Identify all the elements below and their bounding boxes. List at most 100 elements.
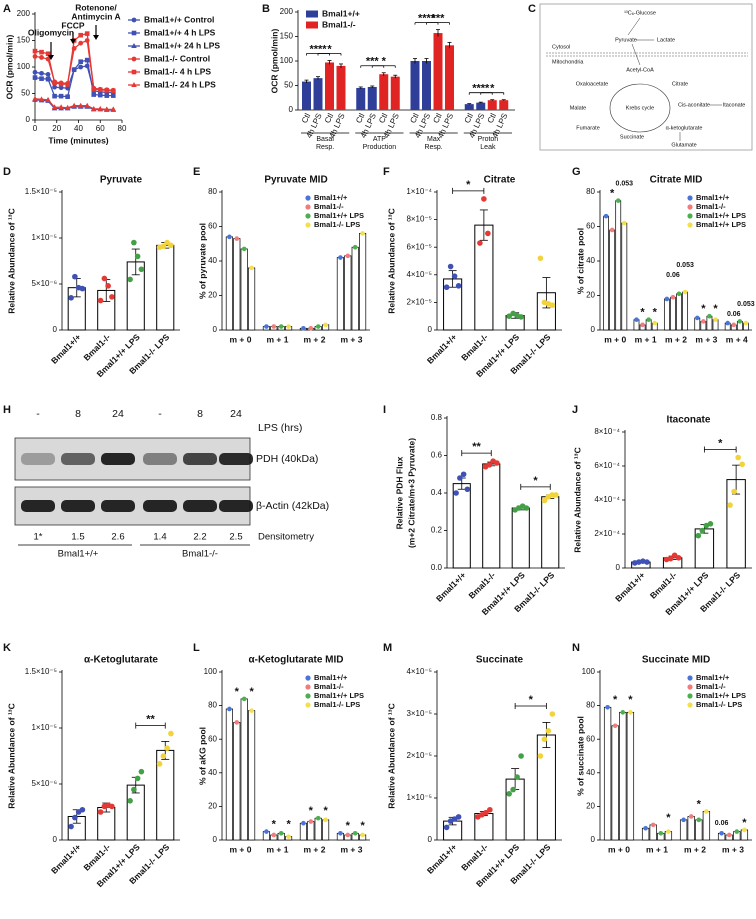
y-tick-label: 8×10⁻⁴ [594, 427, 620, 436]
bar [511, 507, 530, 569]
x-tick-label: Bmal1+/+ [425, 332, 459, 366]
x-tick-label: m + 1 [646, 844, 668, 854]
marker [131, 30, 137, 36]
data-point [156, 761, 163, 767]
data-point [494, 460, 500, 466]
data-point [338, 830, 343, 836]
y-tick-label: 0.4 [431, 488, 443, 497]
marker [78, 64, 84, 70]
legend-label: Bmal1+/+ Control [144, 14, 214, 24]
bar [621, 222, 628, 331]
y-axis-title: OCR (pmol/min) [4, 34, 14, 99]
marker [104, 93, 110, 98]
bar [367, 86, 377, 110]
bar [359, 233, 367, 331]
y-tick-label: 40 [208, 256, 217, 265]
significance: * [466, 179, 471, 191]
bar [452, 483, 471, 569]
y-tick-label: 100 [17, 62, 31, 71]
y-tick-label: 200 [17, 9, 31, 18]
y-tick-label: 80 [586, 187, 595, 196]
marker [131, 69, 137, 75]
marker [58, 93, 64, 99]
legend-dot [305, 693, 311, 699]
significance: * [628, 694, 633, 706]
y-tick-label: 1×10⁻⁵ [31, 723, 57, 732]
panel-label: F [383, 166, 390, 178]
legend-label: Bmal1+/+ LPS [314, 691, 364, 700]
tca-cycle [609, 83, 671, 133]
marker [78, 59, 83, 64]
data-point [742, 827, 747, 833]
group-label: Leak [480, 144, 496, 151]
data-point [455, 814, 462, 820]
bar [240, 698, 248, 841]
data-point [160, 753, 167, 759]
y-tick-label: 2×10⁻⁵ [406, 298, 432, 307]
x-tick-label: m + 2 [304, 844, 326, 854]
data-point [681, 817, 686, 823]
marker [71, 67, 77, 72]
data-point [164, 745, 170, 751]
y-tick-label: 8×10⁻⁵ [406, 215, 432, 224]
data-point [545, 728, 552, 734]
marker [77, 102, 84, 108]
marker [91, 92, 97, 97]
marker [71, 102, 77, 108]
bar [626, 711, 635, 841]
significance: * [490, 83, 495, 95]
bar [682, 291, 689, 331]
chart-title: Succinate [476, 655, 524, 666]
bar [482, 463, 501, 569]
panel-label: M [383, 642, 392, 654]
data-point [483, 809, 489, 816]
data-point [743, 320, 749, 326]
y-tick-label: 4×10⁻⁵ [406, 667, 432, 676]
bar [156, 244, 175, 331]
y-tick-label: 1.5×10⁻⁵ [25, 667, 57, 676]
marker [39, 49, 44, 55]
data-point [726, 832, 732, 838]
bar [663, 298, 670, 331]
significance: * [718, 437, 723, 449]
data-point [323, 817, 328, 823]
y-tick-label: 0.8 [431, 413, 443, 422]
marker [78, 40, 84, 46]
data-point [138, 266, 145, 273]
data-point [68, 823, 74, 830]
data-point [523, 505, 530, 511]
marker [84, 31, 90, 36]
bar [476, 102, 486, 110]
data-point [694, 315, 700, 321]
x-tick-label: m + 0 [230, 844, 252, 854]
y-tick-label: 1×10⁻⁴ [406, 187, 432, 196]
marker [131, 17, 137, 23]
bar [302, 81, 311, 110]
y-tick-label: 100 [582, 667, 596, 676]
y-tick-label: 6×10⁻⁴ [594, 461, 620, 470]
bar [536, 734, 556, 841]
marker [39, 76, 44, 81]
bar [474, 224, 494, 331]
x-tick-label: Bmal1-/- [459, 332, 490, 363]
bar [603, 706, 612, 841]
panel-label: B [262, 3, 270, 15]
legend-label: Bmal1+/+ LPS [696, 211, 746, 220]
legend-dot [305, 684, 311, 690]
data-point [443, 824, 450, 831]
arrow-head [70, 39, 76, 44]
bar [299, 822, 307, 841]
data-point [739, 461, 746, 468]
y-tick-label: 20 [208, 291, 217, 300]
marker [45, 51, 51, 57]
blot-band [101, 453, 135, 465]
data-point [620, 710, 626, 715]
band-label: β-Actin (42kDa) [256, 500, 329, 512]
data-point [97, 297, 104, 304]
y-tick-label: 0 [428, 835, 433, 844]
y-axis-title: Relative Abundance of ¹³C [386, 703, 396, 808]
marker [32, 75, 38, 80]
legend-dot [687, 213, 693, 219]
x-tick-label: m + 1 [267, 334, 289, 344]
y-axis-title: % of succinate pool [575, 716, 585, 796]
